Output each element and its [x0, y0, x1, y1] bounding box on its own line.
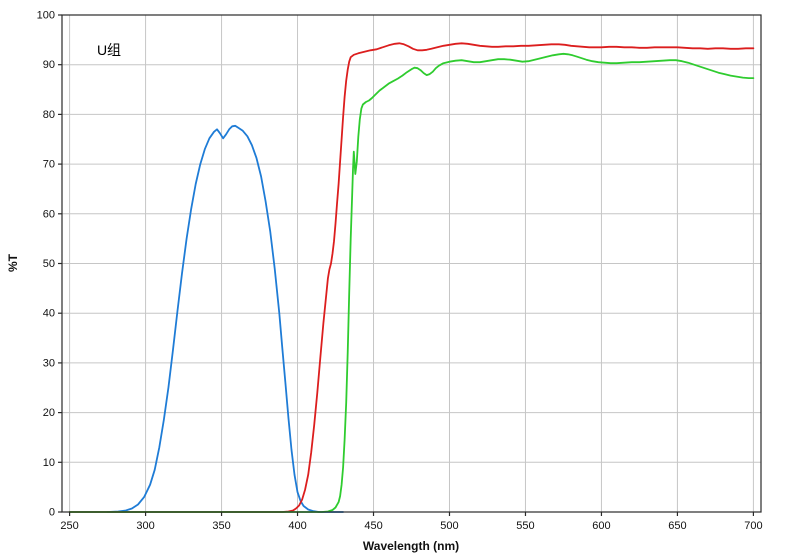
x-axis-tick-label: 250: [60, 520, 78, 532]
y-axis-tick-label: 30: [43, 357, 55, 369]
x-axis-tick-label: 650: [668, 520, 686, 532]
x-axis-tick-label: 500: [440, 520, 458, 532]
y-axis-tick-label: 50: [43, 258, 55, 270]
x-axis-tick-label: 550: [516, 520, 534, 532]
x-axis-tick-label: 600: [592, 520, 610, 532]
series-line-red-longpass-filter: [68, 42, 755, 513]
y-axis-tick-label: 80: [43, 109, 55, 121]
y-axis-tick-label: 20: [43, 407, 55, 419]
x-axis-tick-label: 700: [744, 520, 762, 532]
x-axis-tick-label: 450: [364, 520, 382, 532]
y-axis-tick-label: 90: [43, 59, 55, 71]
y-axis-tick-label: 40: [43, 308, 55, 320]
y-axis-tick-label: 0: [49, 507, 55, 519]
y-axis-tick-label: 70: [43, 159, 55, 171]
x-axis-tick-label: 400: [288, 520, 306, 532]
x-axis-title: Wavelength (nm): [362, 539, 460, 553]
y-axis-tick-label: 100: [37, 10, 55, 22]
x-axis-tick-label: 300: [136, 520, 154, 532]
x-axis-tick-label: 350: [212, 520, 230, 532]
series-line-blue-bandpass-filter: [106, 124, 345, 513]
y-axis-title: %T: [6, 254, 20, 272]
annotation-u-group: U组: [96, 41, 122, 58]
series-line-green-longpass-filter: [68, 52, 755, 513]
y-axis-tick-label: 60: [43, 208, 55, 220]
y-axis-tick-label: 10: [43, 457, 55, 469]
